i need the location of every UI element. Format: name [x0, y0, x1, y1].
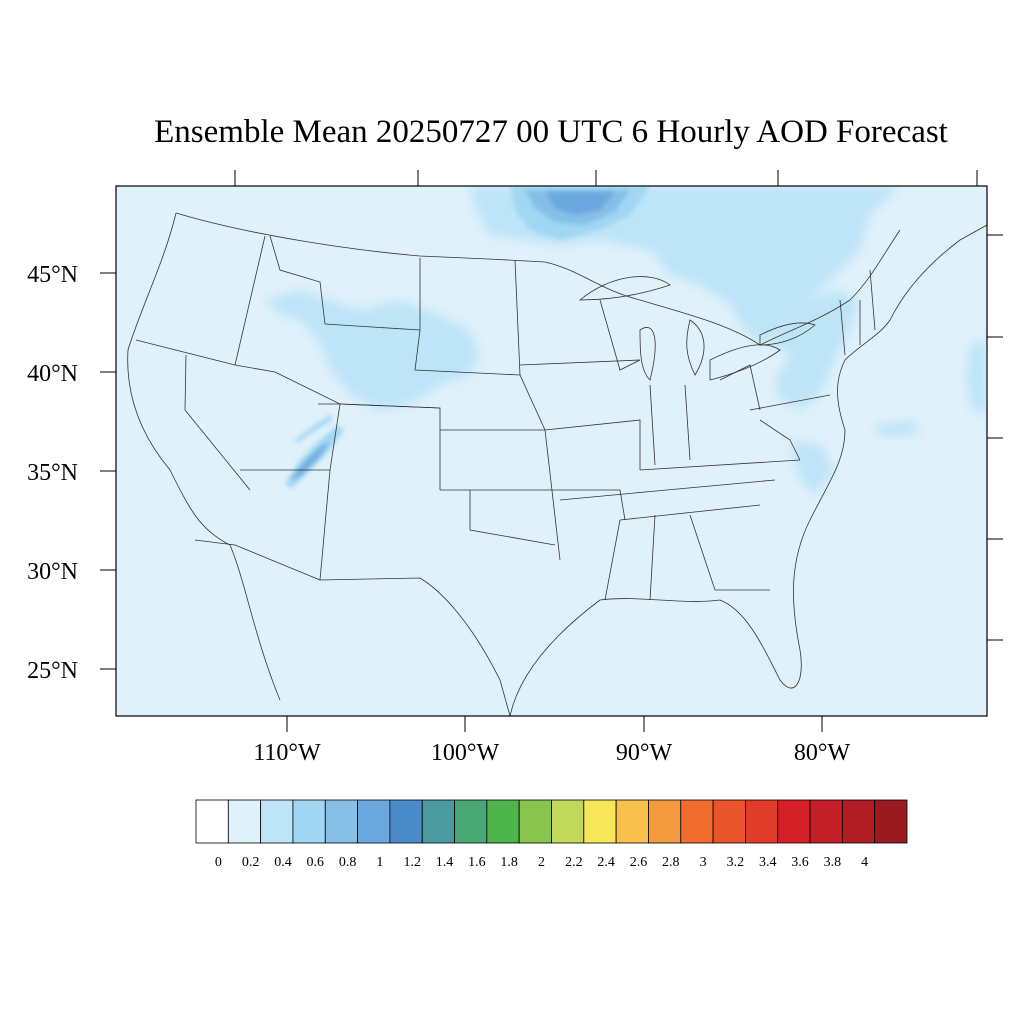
colorbar-label: 1.8 — [500, 855, 518, 870]
lon-label-90w: 90°W — [616, 740, 673, 766]
map-ticks — [100, 170, 1003, 732]
aod-colorbar-labels: 0 0.2 0.4 0.6 0.8 1 1.2 1.4 1.6 1.8 2 2.2 2.4 2.6 2.8 3… — [215, 855, 868, 870]
colorbar-label: 2.8 — [662, 855, 680, 870]
colorbar-label: 3.2 — [727, 855, 745, 870]
aod-shading — [265, 186, 987, 495]
colorbar-label: 1.4 — [436, 855, 454, 870]
colorbar-swatch — [680, 799, 714, 844]
aod-plume-ocean — [875, 420, 918, 437]
aod-plume-atlantic — [966, 340, 987, 415]
lat-label-35: 35°N — [27, 460, 78, 486]
aod-plume-plains — [265, 290, 480, 410]
colorbar-label: 2 — [538, 855, 545, 870]
colorbar-swatch — [583, 799, 617, 844]
colorbar-label: 3.8 — [824, 855, 842, 870]
colorbar-label: 2.4 — [597, 855, 615, 870]
colorbar-label: 2.2 — [565, 855, 583, 870]
aod-plume-southwest-thin — [295, 415, 333, 443]
colorbar-swatch — [421, 799, 455, 844]
colorbar-label: 0.4 — [274, 855, 292, 870]
lon-label-110w: 110°W — [253, 740, 321, 766]
colorbar-swatch — [615, 799, 649, 844]
colorbar-label: 3.6 — [791, 855, 809, 870]
colorbar-swatch — [324, 799, 358, 844]
colorbar-label: 2.6 — [630, 855, 648, 870]
colorbar-label: 4 — [861, 855, 868, 870]
map-frame — [115, 185, 988, 717]
colorbar-swatch — [809, 799, 843, 844]
lat-label-45: 45°N — [27, 262, 78, 288]
map-title: Ensemble Mean 20250727 00 UTC 6 Hourly A… — [154, 114, 948, 150]
state-borders — [127, 212, 987, 716]
colorbar-swatch — [357, 799, 391, 844]
aod-plume-southwest-core — [290, 442, 330, 480]
aod-plume-northeast — [770, 290, 860, 410]
colorbar-label: 0.6 — [307, 855, 325, 870]
colorbar-label: 3 — [700, 855, 707, 870]
colorbar-swatch — [260, 799, 294, 844]
colorbar-swatch — [292, 799, 326, 844]
colorbar-swatch — [486, 799, 520, 844]
lon-label-100w: 100°W — [431, 740, 500, 766]
colorbar-swatch — [454, 799, 488, 844]
lon-label-80w: 80°W — [794, 740, 851, 766]
colorbar-swatch — [745, 799, 779, 844]
lat-label-25: 25°N — [27, 658, 78, 684]
colorbar-label: 0.8 — [339, 855, 357, 870]
map-panel: 45°N 40°N 35°N 30°N 25°N 110°W 100°W 90°… — [27, 170, 1003, 766]
colorbar-label: 0.2 — [242, 855, 260, 870]
colorbar-swatch — [841, 799, 876, 844]
colorbar-label: 1 — [376, 855, 383, 870]
colorbar-swatch — [518, 799, 552, 844]
aod-plume-southeast — [790, 440, 835, 495]
colorbar-swatch — [874, 799, 908, 844]
map-background — [116, 186, 987, 716]
lat-label-40: 40°N — [27, 361, 78, 387]
colorbar-swatch — [712, 799, 746, 844]
colorbar-swatch — [195, 799, 229, 844]
colorbar-label: 1.2 — [403, 855, 421, 870]
colorbar-label: 1.6 — [468, 855, 486, 870]
lat-label-30: 30°N — [27, 559, 78, 585]
colorbar-swatch — [648, 799, 682, 844]
colorbar-swatch — [227, 799, 262, 844]
colorbar-swatch — [389, 799, 423, 844]
aod-colorbar — [195, 799, 908, 844]
colorbar-swatch — [777, 799, 811, 844]
aod-core-canada-3 — [545, 192, 615, 215]
colorbar-label: 0 — [215, 855, 222, 870]
colorbar-swatch — [551, 799, 585, 844]
colorbar-label: 3.4 — [759, 855, 777, 870]
